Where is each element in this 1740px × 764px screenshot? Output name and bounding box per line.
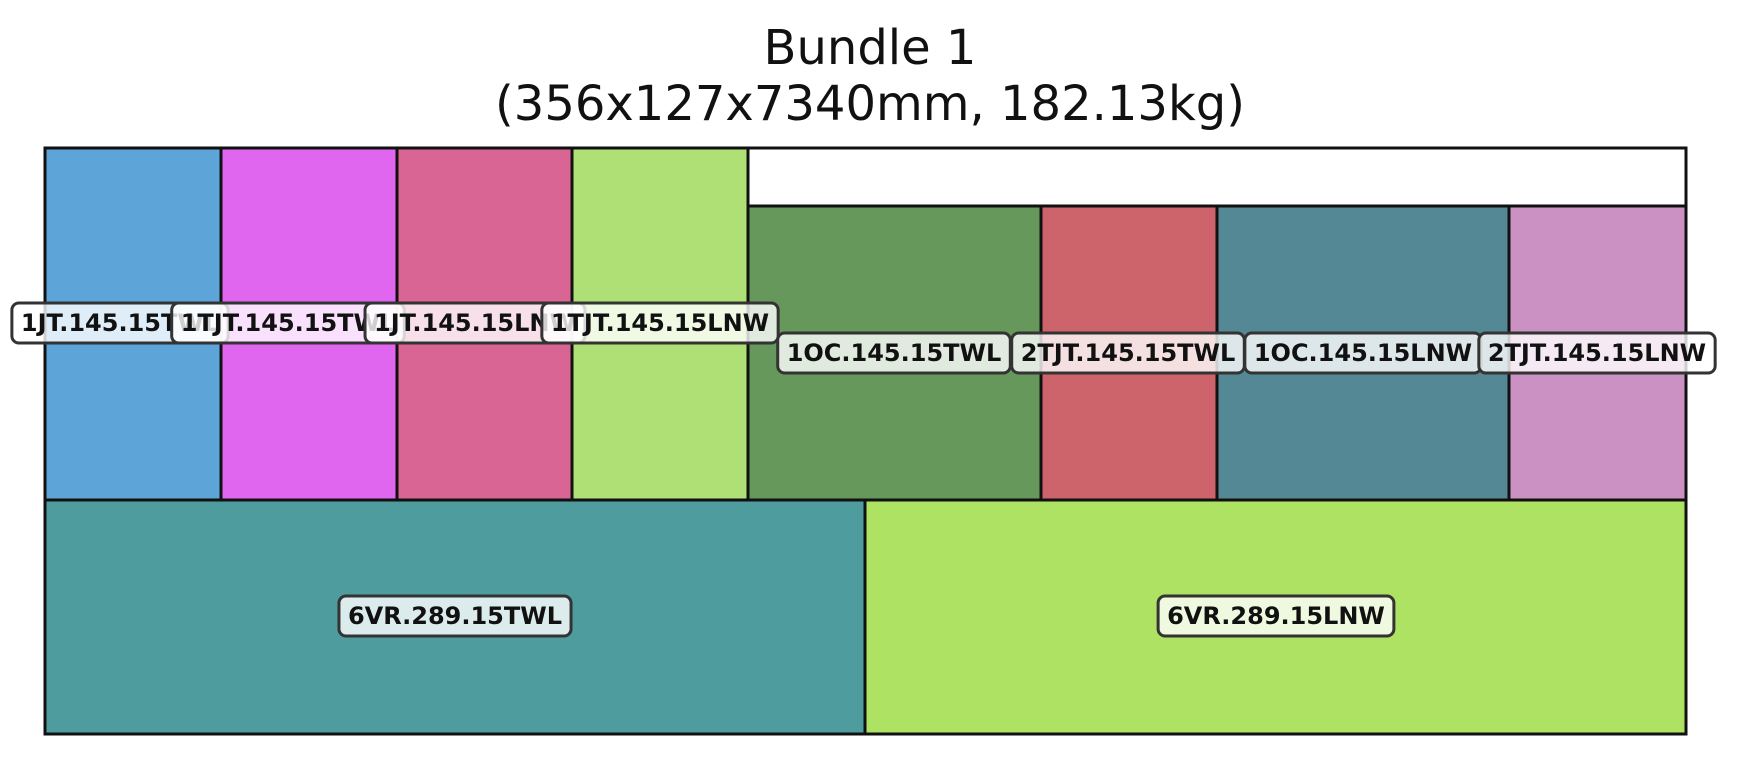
piece-label: 1TJT.145.15LNW	[551, 309, 769, 337]
piece-label: 1OC.145.15TWL	[787, 339, 1002, 367]
label-box	[1156, 594, 1396, 638]
label-box	[337, 594, 573, 638]
label-box	[1477, 331, 1717, 375]
piece-label: 6VR.289.15TWL	[348, 602, 562, 630]
piece-label: 1TJT.145.15TWL	[181, 309, 396, 337]
piece-label: 2TJT.145.15LNW	[1488, 339, 1706, 367]
piece-label: 6VR.289.15LNW	[1167, 602, 1385, 630]
piece-label: 2TJT.145.15TWL	[1021, 339, 1236, 367]
diagram-title: Bundle 1 (356x127x7340mm, 182.13kg)	[0, 20, 1740, 132]
title-line-1: Bundle 1	[763, 20, 977, 76]
title-line-2: (356x127x7340mm, 182.13kg)	[495, 76, 1245, 132]
label-box	[540, 301, 780, 345]
piece-label: 1OC.145.15LNW	[1254, 339, 1472, 367]
